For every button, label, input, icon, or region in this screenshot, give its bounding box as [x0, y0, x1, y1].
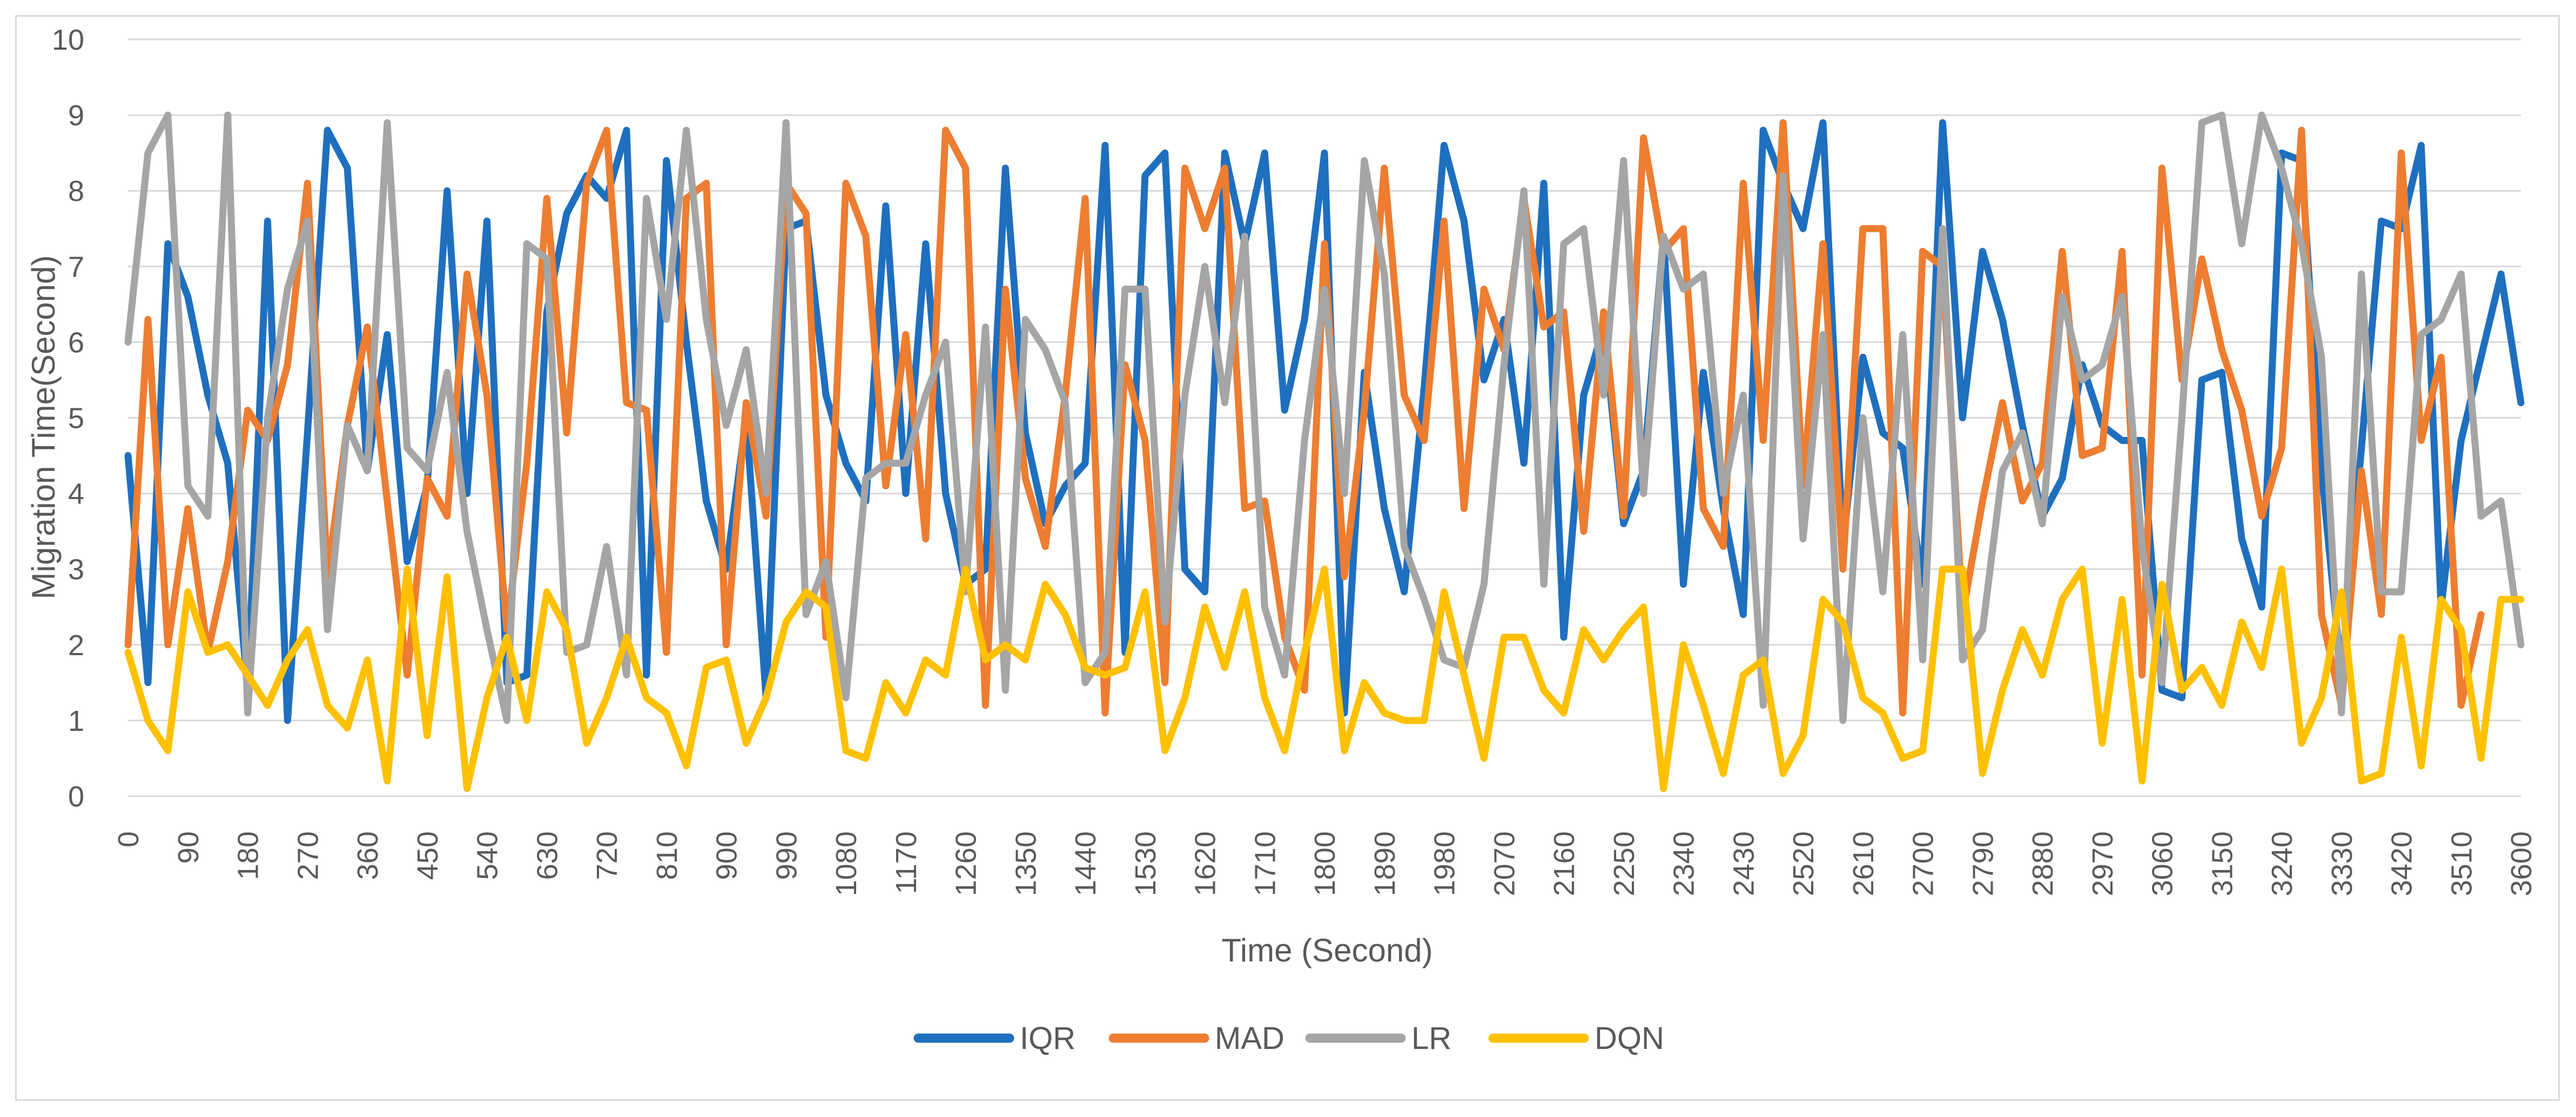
x-tick-label: 3150 [2206, 831, 2238, 896]
x-tick-label: 3420 [2386, 831, 2418, 896]
x-tick-label: 1710 [1249, 831, 1281, 896]
x-tick-label: 0 [112, 831, 145, 847]
x-tick-label: 2340 [1668, 831, 1700, 896]
x-tick-label: 900 [711, 831, 743, 880]
x-tick-label: 1980 [1429, 831, 1461, 896]
legend-label-mad: MAD [1215, 1021, 1284, 1056]
chart-area: 0 1 2 3 4 5 6 7 8 9 10 0 90 180 270 360 450 540 630 720 810… [15, 15, 2560, 1101]
y-tick-label: 4 [68, 478, 84, 510]
x-tick-label: 3330 [2326, 831, 2358, 896]
series-line-iqr [124, 119, 2525, 724]
y-tick-label: 7 [68, 251, 84, 283]
y-tick-label: 0 [68, 780, 84, 813]
y-tick-label: 2 [68, 629, 84, 662]
x-tick-label: 2430 [1727, 831, 1760, 896]
series-lines [124, 111, 2525, 792]
x-tick-label: 2070 [1488, 831, 1521, 896]
legend-label-dqn: DQN [1595, 1021, 1664, 1056]
x-tick-label: 2880 [2027, 831, 2059, 896]
y-tick-label: 1 [68, 705, 84, 737]
x-tick-label: 2610 [1847, 831, 1880, 896]
x-tick-label: 1530 [1129, 831, 1162, 896]
x-tick-label: 3600 [2505, 831, 2538, 896]
x-tick-label: 540 [472, 831, 504, 880]
y-tick-label: 9 [68, 99, 84, 132]
x-tick-label: 2160 [1548, 831, 1580, 896]
x-tick-label: 2970 [2087, 831, 2119, 896]
x-tick-label: 2700 [1907, 831, 1940, 896]
x-tick-label: 270 [292, 831, 324, 880]
x-tick-label: 720 [591, 831, 623, 880]
x-tick-label: 90 [172, 831, 205, 864]
x-tick-label: 1260 [950, 831, 983, 896]
x-tick-label: 1350 [1010, 831, 1042, 896]
y-tick-label: 10 [52, 24, 84, 56]
x-axis-ticks: 0 90 180 270 360 450 540 630 720 810 900 990 1080 117… [112, 831, 2538, 896]
x-tick-label: 2790 [1967, 831, 1999, 896]
y-tick-label: 3 [68, 554, 84, 586]
y-axis-title: Migration Time(Second) [25, 255, 62, 600]
y-tick-label: 5 [68, 402, 84, 435]
x-tick-label: 1620 [1189, 831, 1222, 896]
legend-label-lr: LR [1411, 1021, 1451, 1056]
x-tick-label: 2250 [1608, 831, 1640, 896]
x-tick-label: 360 [352, 831, 384, 880]
x-tick-label: 1440 [1070, 831, 1102, 896]
legend: IQR MAD LR DQN [913, 1021, 1664, 1056]
y-axis-ticks: 0 1 2 3 4 5 6 7 8 9 10 [52, 24, 84, 813]
y-tick-label: 6 [68, 326, 84, 359]
x-tick-label: 810 [651, 831, 683, 880]
x-tick-label: 1800 [1309, 831, 1341, 896]
series-line-mad [124, 119, 2485, 717]
x-tick-label: 990 [770, 831, 803, 880]
x-axis-title: Time (Second) [1221, 932, 1432, 968]
x-tick-label: 1890 [1369, 831, 1401, 896]
x-tick-label: 3510 [2445, 831, 2478, 896]
legend-label-iqr: IQR [1020, 1021, 1075, 1056]
x-tick-label: 180 [232, 831, 265, 880]
y-tick-label: 8 [68, 175, 84, 207]
x-tick-label: 450 [412, 831, 444, 880]
x-tick-label: 3060 [2147, 831, 2179, 896]
series-line-dqn [124, 566, 2525, 792]
x-tick-label: 3240 [2266, 831, 2298, 896]
series-line-lr [124, 111, 2525, 724]
line-chart: 0 1 2 3 4 5 6 7 8 9 10 0 90 180 270 360 450 540 630 720 810… [25, 24, 2538, 1056]
x-tick-label: 1080 [830, 831, 863, 896]
x-tick-label: 630 [531, 831, 563, 880]
x-tick-label: 1170 [890, 831, 923, 894]
x-tick-label: 2520 [1787, 831, 1820, 896]
